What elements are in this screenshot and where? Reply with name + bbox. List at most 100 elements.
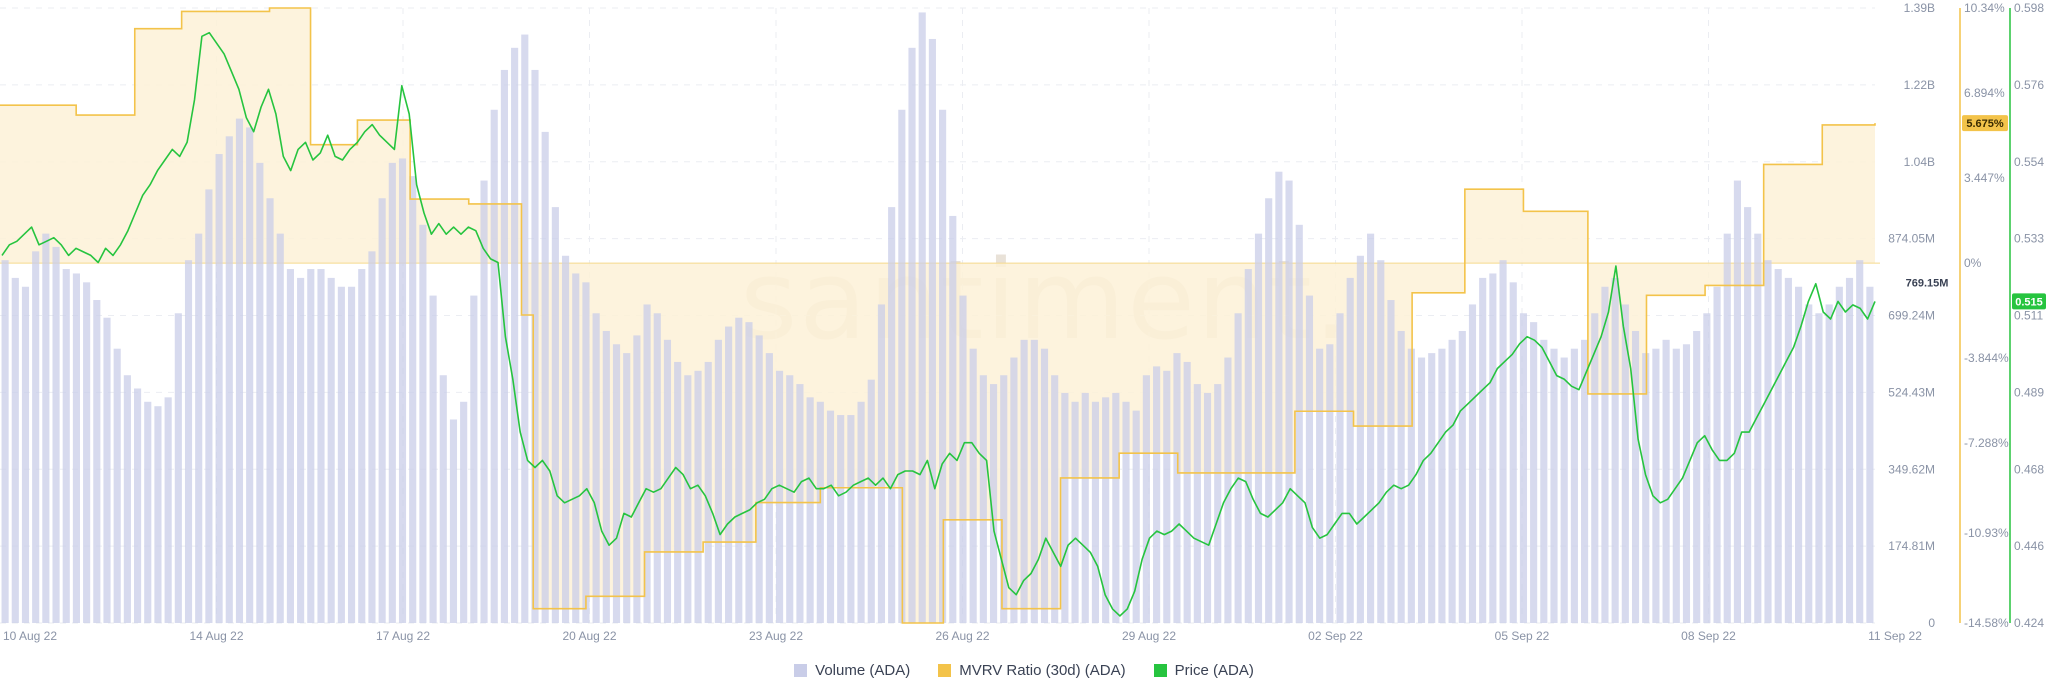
- volume-bar: [1102, 397, 1110, 623]
- volume-bar: [1346, 277, 1354, 623]
- volume-bar: [1468, 304, 1477, 623]
- volume-bar: [134, 388, 142, 623]
- mvrv-tick-label: 0%: [1964, 256, 1982, 270]
- x-tick-label: 26 Aug 22: [935, 629, 989, 643]
- volume-bar: [1071, 401, 1079, 623]
- volume-bar: [1662, 339, 1670, 623]
- volume-bar: [888, 207, 896, 624]
- mvrv-line-group: [0, 7, 1876, 624]
- volume-bar: [1774, 269, 1782, 623]
- volume-bar: [398, 158, 407, 624]
- volume-bar: [93, 300, 101, 623]
- volume-bar: [541, 131, 549, 623]
- volume-bar: [612, 344, 621, 623]
- volume-bar: [1407, 348, 1415, 623]
- volume-bar: [72, 273, 80, 623]
- volume-bar: [429, 295, 437, 623]
- volume-bar: [409, 176, 417, 623]
- volume-bar: [62, 269, 70, 623]
- volume-bar: [11, 277, 19, 623]
- volume-bar: [307, 269, 315, 623]
- volume-bar: [1754, 233, 1762, 624]
- volume-bar: [1305, 295, 1314, 623]
- volume-bar: [1795, 286, 1803, 623]
- volume-bar: [1428, 353, 1436, 623]
- volume-tick-label: 0: [1928, 616, 1935, 630]
- volume-bar: [449, 419, 458, 623]
- volume-bar: [1254, 233, 1263, 624]
- volume-bar: [480, 180, 488, 623]
- volume-bar: [1316, 348, 1324, 623]
- volume-bar: [154, 406, 162, 623]
- volume-bar: [164, 397, 172, 623]
- volume-bar: [1581, 339, 1589, 623]
- volume-bar: [704, 361, 712, 623]
- x-tick-label: 29 Aug 22: [1122, 629, 1176, 643]
- volume-bar: [1703, 313, 1711, 623]
- volume-bar: [694, 370, 702, 623]
- volume-bar: [1866, 286, 1874, 623]
- legend-item-price[interactable]: Price (ADA): [1153, 662, 1254, 679]
- volume-bar: [1417, 357, 1426, 623]
- volume-bar: [1224, 357, 1232, 623]
- volume-bar: [1387, 300, 1395, 623]
- volume-bar: [1163, 370, 1171, 623]
- legend-item-volume[interactable]: Volume (ADA): [794, 662, 910, 679]
- volume-bar: [1326, 344, 1334, 623]
- volume-bar: [837, 415, 845, 623]
- volume-bar: [1784, 277, 1792, 623]
- volume-bar: [205, 189, 213, 623]
- volume-bar: [174, 313, 182, 623]
- price-tick-label: 0.511: [2014, 309, 2043, 323]
- volume-bar: [1112, 392, 1120, 623]
- volume-tick-label: 1.39B: [1904, 1, 1935, 15]
- volume-tick-label: 1.22B: [1904, 78, 1935, 92]
- volume-bar: [1275, 171, 1283, 624]
- price-current-badge-bg: [2012, 293, 2046, 310]
- volume-bar: [52, 246, 60, 623]
- volume-bar: [663, 339, 672, 623]
- volume-bar: [1540, 339, 1548, 623]
- volume-tick-label: 699.24M: [1888, 309, 1935, 323]
- volume-bar: [898, 109, 906, 624]
- volume-bar: [1764, 260, 1772, 623]
- legend-item-mvrv[interactable]: MVRV Ratio (30d) (ADA): [938, 662, 1126, 679]
- volume-bar: [725, 326, 733, 623]
- price-tick-label: 0.489: [2014, 385, 2044, 399]
- x-tick-label: 08 Sep 22: [1681, 629, 1736, 643]
- volume-bar: [1356, 255, 1364, 624]
- volume-bar: [347, 286, 356, 623]
- volume-bar: [1835, 286, 1843, 623]
- volume-bar: [1, 260, 9, 623]
- volume-bar: [918, 12, 926, 624]
- mvrv-tick-label: -7.288%: [1964, 436, 2009, 450]
- volume-bar: [327, 277, 335, 623]
- volume-bar: [266, 198, 274, 623]
- volume-bar: [1530, 322, 1538, 623]
- legend-label-price: Price (ADA): [1174, 662, 1254, 679]
- volume-bar: [358, 269, 366, 623]
- volume-tick-label: 349.62M: [1888, 462, 1935, 476]
- price-tick-label: 0.576: [2014, 78, 2044, 92]
- legend-label-volume: Volume (ADA): [815, 662, 911, 679]
- volume-bar: [1509, 282, 1517, 623]
- volume-bar: [959, 295, 967, 623]
- volume-bar: [286, 269, 294, 623]
- volume-bar: [653, 313, 661, 623]
- volume-bar: [1010, 357, 1018, 623]
- volume-bar: [317, 269, 325, 623]
- volume-bar: [867, 379, 875, 623]
- x-tick-label: 23 Aug 22: [749, 629, 803, 643]
- volume-bar: [1051, 375, 1059, 623]
- volume-tick-label: 1.04B: [1904, 155, 1935, 169]
- volume-bar: [460, 401, 468, 623]
- volume-bar: [786, 375, 794, 623]
- volume-bar: [1825, 304, 1833, 623]
- legend: Volume (ADA) MVRV Ratio (30d) (ADA) Pric…: [0, 662, 2048, 679]
- volume-bar: [989, 384, 998, 623]
- volume-bar: [1693, 330, 1701, 623]
- volume-bar: [1142, 375, 1150, 623]
- volume-bar: [32, 251, 40, 623]
- volume-bar: [735, 317, 743, 623]
- mvrv-tick-label: -10.93%: [1964, 526, 2009, 540]
